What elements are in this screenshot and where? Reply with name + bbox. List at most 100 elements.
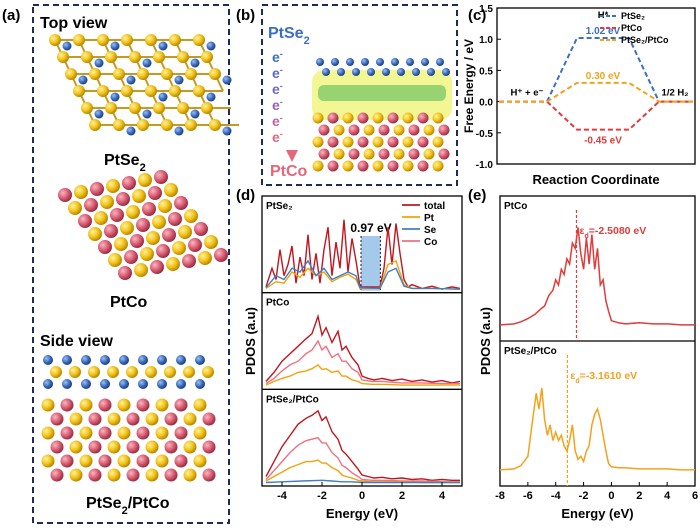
legend-entry: PtSe₂/PtCo [621,35,669,45]
panel-d-label: (d) [236,187,255,204]
pt-atom [209,68,221,80]
electron-sup: - [280,81,283,91]
se-atom [190,58,200,68]
pt-atom [204,235,218,249]
se-atom [119,355,129,365]
x-tick-label: 4 [664,490,671,502]
gap-label: 0.97 eV [350,221,391,235]
pt-atom [57,51,69,63]
series-line [499,81,693,103]
y-tick-label: 1.0 [479,35,493,46]
se-atom [367,68,375,76]
se-atom [361,58,369,66]
pt-atom [145,366,157,378]
co-atom [78,214,92,228]
pt-atom [121,85,133,97]
pt-atom [184,209,198,223]
electron-label: e- [272,129,283,145]
co-atom [188,238,202,252]
electron-label: e- [272,65,283,81]
pt-atom [193,34,205,46]
pt-atom [312,160,324,172]
pdos-line [265,479,460,484]
legend-entry: total [424,201,445,212]
pt-atom [49,34,61,46]
co-atom [136,398,150,412]
co-atom [124,250,138,264]
legend-entry: PtSe₂ [621,11,645,21]
pt-atom [155,454,169,468]
co-atom [98,454,112,468]
pt-atom [201,102,213,114]
co-atom [327,160,339,172]
pt-atom [107,468,121,482]
pt-atom [94,211,108,225]
se-atom [222,126,232,136]
plot-frame [496,7,696,165]
pt-atom [432,112,444,124]
co-atom [378,148,390,160]
pt-atom [107,440,121,454]
pt-atom [393,148,405,160]
pt-atom [117,454,131,468]
pt-atom [105,51,117,63]
pt-atom [73,85,85,97]
co-atom [126,468,140,482]
co-atom [357,160,369,172]
co-atom [60,398,74,412]
co-atom [162,228,176,242]
pt-atom [155,426,169,440]
co-atom [417,136,429,148]
pt-atom [113,119,125,131]
pt-atom [432,160,444,172]
structure-label-ptco: PtCo [110,294,148,311]
co-atom [182,254,196,268]
co-atom [104,224,118,238]
pt-atom [183,366,195,378]
pt-atom [81,51,93,63]
co-atom [387,112,399,124]
charge-cloud [312,70,452,120]
pt-atom [164,366,176,378]
electron-sup: - [280,97,283,107]
se-atom [352,68,360,76]
co-atom [378,124,390,136]
pt-atom [117,398,131,412]
co-atom [88,412,102,426]
pt-atom [97,34,109,46]
se-atom [376,58,384,66]
pt-atom [183,468,197,482]
co-atom [214,248,228,262]
pt-atom [107,412,121,426]
pt-atom [363,148,375,160]
panel-b-frame [261,4,458,186]
co-atom [174,426,188,440]
co-atom [50,440,64,454]
se-atom [157,355,167,365]
co-atom [164,412,178,426]
pt-atom [158,199,172,213]
panel-c-label: (c) [468,7,486,24]
pt-atom [105,102,117,114]
co-atom [318,124,330,136]
co-atom [110,208,124,222]
legend-entry: Co [424,237,437,248]
pt-atom [120,221,134,235]
se-atom [176,355,186,365]
top-view-title: Top view [40,15,108,32]
pt-atom [177,51,189,63]
structure-label-heterostructure: PtSe2/PtCo [86,495,170,517]
state-label: H⁺ + e⁻ [511,88,544,99]
x-tick-label: 0 [359,490,365,502]
pdos-line [265,363,460,386]
panel-a-frame [32,4,230,524]
co-atom [122,176,136,190]
se-atom [81,379,91,389]
value-label: -0.45 eV [584,136,622,147]
pt-atom [41,426,55,440]
structure-label-ptse2: PtSe2 [104,152,146,174]
y-tick-label: -0.5 [476,129,494,140]
pt-atom [423,124,435,136]
pt-atom [193,85,205,97]
pt-atom [137,119,149,131]
